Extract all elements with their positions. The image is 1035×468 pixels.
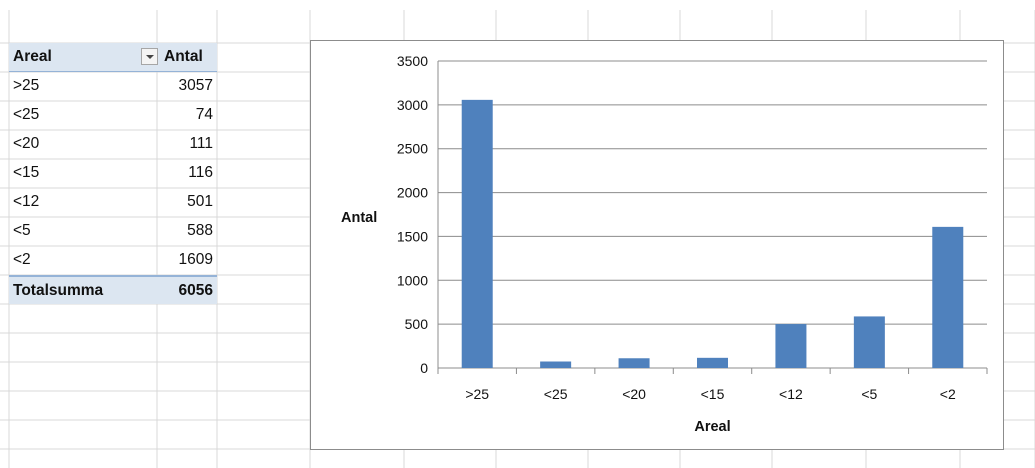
pivot-row[interactable]: <25 74 bbox=[9, 101, 217, 130]
x-tick-label: <12 bbox=[779, 386, 803, 402]
x-tick-label: <15 bbox=[701, 386, 725, 402]
pivot-row[interactable]: <2 1609 bbox=[9, 246, 217, 275]
bar[interactable] bbox=[540, 362, 571, 368]
y-axis-title: Antal bbox=[341, 210, 377, 226]
y-tick-label: 2500 bbox=[397, 141, 428, 157]
chevron-down-icon bbox=[146, 55, 154, 59]
y-tick-label: 2000 bbox=[397, 185, 428, 201]
x-tick-label: <2 bbox=[940, 386, 956, 402]
bar-chart: 0 500 1000 1500 2000 2500 3000 3500 >25 <25 <20 <15… bbox=[311, 41, 1003, 449]
y-tick-label: 3000 bbox=[397, 97, 428, 113]
pivot-header-areal: Areal bbox=[13, 48, 52, 66]
x-tick-label: <25 bbox=[544, 386, 568, 402]
bar[interactable] bbox=[775, 324, 806, 368]
pivot-row[interactable]: <15 116 bbox=[9, 159, 217, 188]
y-tick-label: 3500 bbox=[397, 53, 428, 69]
y-tick-label: 500 bbox=[405, 316, 429, 332]
pivot-row[interactable]: <5 588 bbox=[9, 217, 217, 246]
y-tick-label: 0 bbox=[420, 360, 428, 376]
pivot-total-row[interactable]: Totalsumma 6056 bbox=[9, 275, 217, 304]
pivot-table: Areal Antal >25 3057 <25 74 <20 111 <15 … bbox=[9, 43, 217, 304]
pivot-row-label: <20 bbox=[13, 135, 39, 153]
pivot-row-label: <12 bbox=[13, 193, 39, 211]
x-tick-label: >25 bbox=[465, 386, 489, 402]
pivot-row[interactable]: <12 501 bbox=[9, 188, 217, 217]
pivot-row-label: >25 bbox=[13, 77, 39, 95]
pivot-row[interactable]: >25 3057 bbox=[9, 72, 217, 101]
pivot-total-label: Totalsumma bbox=[13, 282, 103, 300]
chart-area[interactable]: 0 500 1000 1500 2000 2500 3000 3500 >25 <25 <20 <15… bbox=[310, 40, 1004, 450]
bar[interactable] bbox=[697, 358, 728, 368]
pivot-row-label: <15 bbox=[13, 164, 39, 182]
x-axis-title: Areal bbox=[694, 419, 730, 435]
pivot-row-value: 1609 bbox=[179, 251, 213, 269]
y-tick-label: 1500 bbox=[397, 228, 428, 244]
filter-dropdown-button[interactable] bbox=[141, 48, 158, 65]
x-tick-label: <5 bbox=[861, 386, 877, 402]
pivot-row-value: 111 bbox=[189, 135, 213, 153]
pivot-row-label: <2 bbox=[13, 251, 31, 269]
bar[interactable] bbox=[619, 358, 650, 368]
pivot-row-value: 74 bbox=[196, 106, 213, 124]
bar[interactable] bbox=[462, 100, 493, 368]
pivot-row-label: <25 bbox=[13, 106, 39, 124]
bar[interactable] bbox=[854, 316, 885, 368]
pivot-total-value: 6056 bbox=[179, 282, 213, 300]
pivot-header-row: Areal Antal bbox=[9, 43, 217, 72]
pivot-row-value: 588 bbox=[187, 222, 213, 240]
pivot-row-value: 501 bbox=[187, 193, 213, 211]
y-tick-label: 1000 bbox=[397, 272, 428, 288]
pivot-row-value: 3057 bbox=[179, 77, 213, 95]
pivot-row[interactable]: <20 111 bbox=[9, 130, 217, 159]
pivot-row-label: <5 bbox=[13, 222, 31, 240]
pivot-header-antal: Antal bbox=[164, 48, 203, 66]
bar[interactable] bbox=[932, 227, 963, 368]
x-tick-label: <20 bbox=[622, 386, 646, 402]
pivot-row-value: 116 bbox=[188, 164, 213, 182]
